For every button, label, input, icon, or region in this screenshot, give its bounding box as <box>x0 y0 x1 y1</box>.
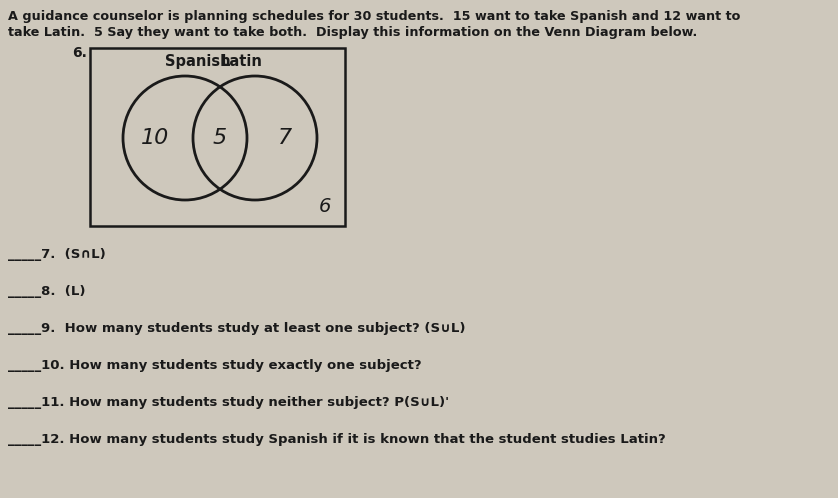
Text: _____7.  (S∩L): _____7. (S∩L) <box>8 248 106 261</box>
Text: _____10. How many students study exactly one subject?: _____10. How many students study exactly… <box>8 359 422 372</box>
Text: 6: 6 <box>318 197 331 216</box>
Text: 6.: 6. <box>72 46 87 60</box>
Text: 7: 7 <box>278 128 292 148</box>
Text: _____8.  (L): _____8. (L) <box>8 285 85 298</box>
Text: _____9.  How many students study at least one subject? (S∪L): _____9. How many students study at least… <box>8 322 465 335</box>
Text: 5: 5 <box>213 128 227 148</box>
Text: _____12. How many students study Spanish if it is known that the student studies: _____12. How many students study Spanish… <box>8 433 665 446</box>
Text: _____11. How many students study neither subject? P(S∪L)': _____11. How many students study neither… <box>8 396 449 409</box>
Text: A guidance counselor is planning schedules for 30 students.  15 want to take Spa: A guidance counselor is planning schedul… <box>8 10 741 23</box>
Bar <box>90 48 345 226</box>
Text: take Latin.  5 Say they want to take both.  Display this information on the Venn: take Latin. 5 Say they want to take both… <box>8 26 697 39</box>
Text: 10: 10 <box>141 128 169 148</box>
Text: Latin: Latin <box>221 54 263 69</box>
Text: Spanish: Spanish <box>165 54 230 69</box>
